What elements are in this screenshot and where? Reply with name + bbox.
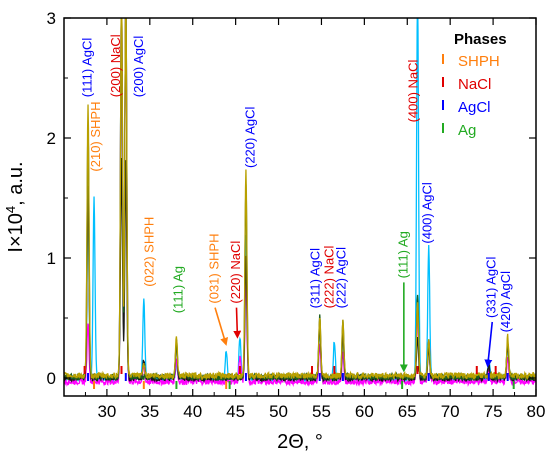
- x-tick-label: 35: [140, 402, 159, 421]
- peak-annotation: (111) Ag: [170, 266, 185, 313]
- x-tick-label: 50: [269, 402, 288, 421]
- x-tick-label: 30: [97, 402, 116, 421]
- peak-annotation: (111) Ag: [395, 231, 410, 278]
- peak-annotation: (400) AgCl: [419, 182, 434, 244]
- axes: 30 35 40 45 50 55 60 65 70 75 80 0 1 2 3: [47, 9, 546, 421]
- y-tick-label: 0: [47, 369, 56, 388]
- peak-annotation: (031) SHPH: [206, 234, 221, 304]
- y-axis-title: I×104, a.u.: [3, 161, 27, 252]
- peak-annotation: (022) SHPH: [141, 217, 156, 287]
- x-tick-label: 55: [312, 402, 331, 421]
- x-tick-label: 70: [441, 402, 460, 421]
- x-tick-label: 60: [355, 402, 374, 421]
- x-tick-label: 65: [398, 402, 417, 421]
- annotation-arrow: [233, 307, 242, 339]
- x-tick-label: 75: [484, 402, 503, 421]
- peak-annotation: (210) SHPH: [88, 102, 103, 172]
- peak-annotation: (222) AgCl: [333, 247, 348, 309]
- y-tick-label: 2: [47, 129, 56, 148]
- peak-annotation: (420) AgCl: [498, 271, 513, 333]
- legend-label: SHPH: [458, 53, 500, 70]
- peak-annotation: (331) AgCl: [484, 256, 499, 318]
- series-line-4: [64, 18, 536, 381]
- peak-annotation: (200) NaCl: [108, 34, 123, 97]
- legend-label: Ag: [458, 122, 476, 139]
- legend-label: NaCl: [458, 76, 491, 93]
- series-layer: [64, 18, 536, 388]
- peak-annotation: (200) AgCl: [131, 36, 146, 98]
- peak-annotation: (111) AgCl: [79, 38, 94, 98]
- y-axis-title-main: I×10: [5, 213, 27, 252]
- y-tick-label: 3: [47, 9, 56, 28]
- peak-annotation: (222) NaCl: [321, 245, 336, 308]
- peak-annotations: (111) AgCl (200) NaCl (200) AgCl (210) SHPH…: [79, 34, 513, 373]
- peak-annotation: (220) AgCl: [243, 106, 258, 168]
- x-tick-label: 80: [527, 402, 546, 421]
- y-axis-title-suffix: , a.u.: [5, 161, 27, 205]
- x-axis-title: 2Θ, °: [277, 431, 323, 453]
- legend-label: AgCl: [458, 99, 491, 116]
- reference-ticks: [83, 366, 515, 389]
- peak-annotation: (220) NaCl: [228, 241, 243, 304]
- legend: Phases SHPH NaCl AgCl Ag: [442, 31, 507, 139]
- peak-annotation: (311) AgCl: [308, 248, 323, 309]
- peak-annotation: (400) NaCl: [406, 59, 421, 122]
- annotation-arrow: [484, 321, 494, 368]
- y-axis-title-superscript: 4: [3, 206, 18, 213]
- annotation-arrow: [214, 307, 229, 346]
- x-tick-label: 40: [183, 402, 202, 421]
- series-line-2: [64, 157, 536, 384]
- legend-title: Phases: [454, 31, 507, 48]
- x-tick-label: 45: [226, 402, 245, 421]
- y-tick-label: 1: [47, 249, 56, 268]
